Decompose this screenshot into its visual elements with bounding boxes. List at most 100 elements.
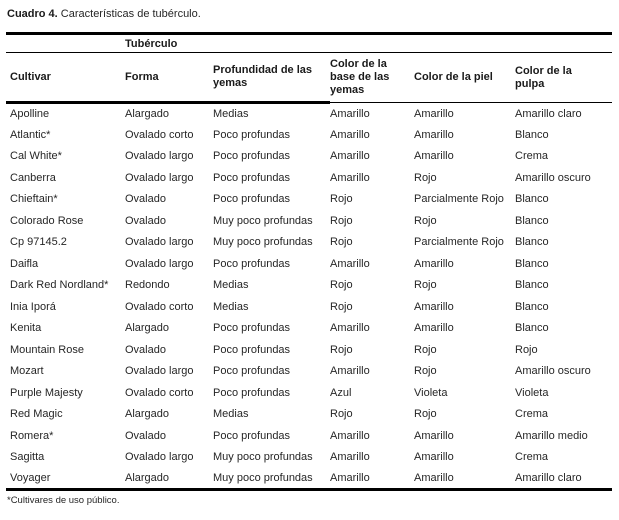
table-row: Cal White* Ovalado largo Poco profundas … [6,146,612,168]
caption-text: Características de tubérculo. [57,8,201,20]
header-row: Cultivar Forma Profundidad de las yemas … [6,52,613,104]
table-row: Apolline Alargado Medias Amarillo Amaril… [6,103,612,125]
cell-color-base-yemas: Rojo [330,300,353,313]
cell-color-base-yemas: Amarillo [330,365,370,378]
spanner-label: Tubérculo [125,33,613,53]
cell-cultivar: Mountain Rose [10,343,84,356]
cell-cultivar: Daifla [10,257,39,270]
cell-forma: Alargado [125,472,170,484]
cell-cultivar: Cp 97145.2 [10,236,67,249]
cell-color-base-yemas: Amarillo [330,472,370,484]
cell-color-pulpa: Blanco [515,300,549,313]
cell-color-base-yemas: Rojo [330,279,353,292]
cell-color-pulpa: Crema [515,408,549,421]
cell-forma: Alargado [125,322,170,335]
cell-color-pulpa: Blanco [515,257,549,270]
cell-profundidad-yemas: Poco profundas [213,322,291,335]
spanner-row: Tubérculo [6,33,613,53]
cell-profundidad-yemas: Poco profundas [213,257,291,270]
cell-forma: Ovalado largo [125,365,194,378]
cell-profundidad-yemas: Poco profundas [213,128,291,141]
cell-color-base-yemas: Amarillo [330,107,370,120]
cell-color-base-yemas: Rojo [330,408,353,421]
cell-color-piel: Parcialmente Rojo [414,193,504,206]
cell-profundidad-yemas: Poco profundas [213,343,291,356]
cell-color-piel: Rojo [414,408,437,421]
cell-color-piel: Amarillo [414,128,454,141]
cell-color-piel: Amarillo [414,322,454,335]
cell-profundidad-yemas: Poco profundas [213,171,291,184]
cell-forma: Ovalado largo [125,257,194,270]
cell-profundidad-yemas: Muy poco profundas [213,451,313,464]
cell-profundidad-yemas: Poco profundas [213,429,291,442]
cell-forma: Ovalado [125,214,166,227]
cell-forma: Ovalado largo [125,171,194,184]
table-row: Kenita Alargado Poco profundas Amarillo … [6,318,612,340]
cell-color-pulpa: Crema [515,451,549,464]
table-row: Mountain Rose Ovalado Poco profundas Roj… [6,339,612,361]
cell-profundidad-yemas: Poco profundas [213,365,291,378]
cell-color-base-yemas: Azul [330,386,352,399]
cell-color-base-yemas: Rojo [330,214,353,227]
cell-cultivar: Sagitta [10,451,45,464]
table-row: Sagitta Ovalado largo Muy poco profundas… [6,447,612,469]
cell-color-piel: Rojo [414,214,437,227]
table-body: Apolline Alargado Medias Amarillo Amaril… [6,103,612,490]
table-head: Tubérculo Cultivar Forma Profundidad de … [6,33,613,104]
cell-color-base-yemas: Rojo [330,193,353,206]
cell-color-base-yemas: Amarillo [330,451,370,464]
cell-cultivar: Romera* [10,429,54,442]
cell-forma: Alargado [125,408,170,421]
cell-color-base-yemas: Rojo [330,343,353,356]
cell-profundidad-yemas: Muy poco profundas [213,214,313,227]
cell-profundidad-yemas: Muy poco profundas [213,472,313,484]
cell-color-base-yemas: Amarillo [330,150,370,163]
cell-cultivar: Kenita [10,322,42,335]
cell-color-pulpa: Crema [515,150,549,163]
cell-color-piel: Rojo [414,343,437,356]
cell-forma: Ovalado largo [125,236,194,249]
cell-color-pulpa: Amarillo oscuro [515,365,591,378]
column-header-profundidad-yemas: Profundidad de las yemas [213,52,330,104]
cell-forma: Ovalado [125,429,166,442]
cell-color-base-yemas: Amarillo [330,429,370,442]
cell-color-pulpa: Blanco [515,193,549,206]
table-row: Romera* Ovalado Poco profundas Amarillo … [6,425,612,447]
cell-color-piel: Amarillo [414,451,454,464]
cell-color-piel: Amarillo [414,472,454,484]
column-header-color-base-yemas: Color de la base de las yemas [330,52,414,103]
cell-color-pulpa: Amarillo oscuro [515,171,591,184]
cell-forma: Ovalado [125,343,166,356]
cell-cultivar: Colorado Rose [10,214,84,227]
cell-color-piel: Violeta [414,386,448,399]
cell-color-pulpa: Rojo [515,343,538,356]
table-row: Colorado Rose Ovalado Muy poco profundas… [6,210,612,232]
table-row: Daifla Ovalado largo Poco profundas Amar… [6,253,612,275]
cell-profundidad-yemas: Muy poco profundas [213,236,313,249]
cell-color-base-yemas: Amarillo [330,322,370,335]
cell-cultivar: Apolline [10,108,50,120]
cell-color-base-yemas: Amarillo [330,171,370,184]
cell-cultivar: Atlantic* [10,128,51,141]
caption-label: Cuadro 4. [7,8,58,20]
cell-color-piel: Parcialmente Rojo [414,236,504,249]
table-caption: Cuadro 4. Características de tubérculo. [7,8,613,21]
cell-forma: Ovalado largo [125,451,194,464]
table-row: Atlantic* Ovalado corto Poco profundas A… [6,124,612,146]
cell-color-pulpa: Violeta [515,386,549,399]
cell-color-pulpa: Blanco [515,128,549,141]
spanner-empty-cell [6,33,125,53]
table-row: Cp 97145.2 Ovalado largo Muy poco profun… [6,232,612,254]
table-row: Inia Iporá Ovalado corto Medias Rojo Ama… [6,296,612,318]
table-row: Voyager Alargado Muy poco profundas Amar… [6,468,612,490]
cell-cultivar: Red Magic [10,408,63,421]
tuber-characteristics-table: Tubérculo Cultivar Forma Profundidad de … [6,32,613,491]
cell-color-piel: Rojo [414,365,437,378]
cell-cultivar: Chieftain* [10,193,58,206]
cell-profundidad-yemas: Medias [213,408,249,421]
cell-profundidad-yemas: Poco profundas [213,193,291,206]
cell-color-pulpa: Blanco [515,236,549,249]
cell-color-piel: Amarillo [414,257,454,270]
cell-color-piel: Amarillo [414,150,454,163]
